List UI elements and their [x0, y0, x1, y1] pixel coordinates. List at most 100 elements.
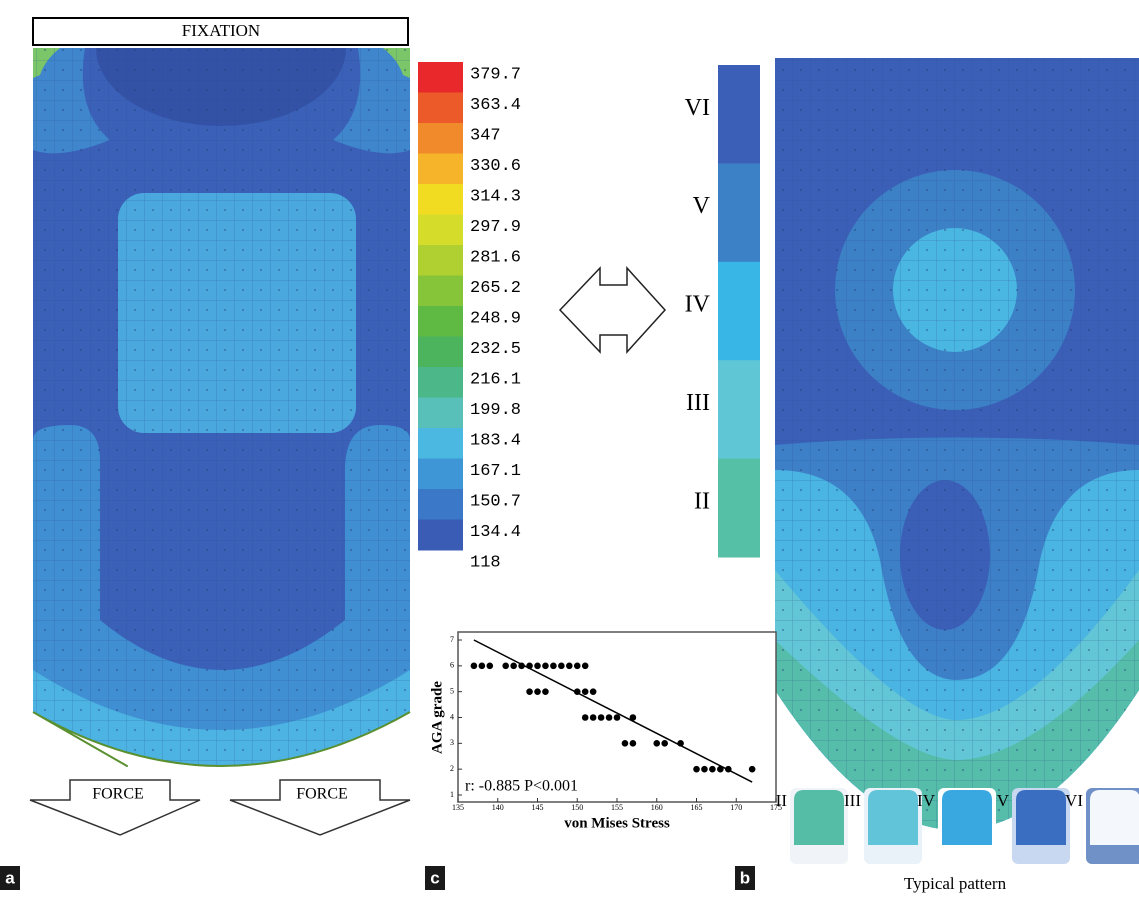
color-band	[418, 428, 463, 459]
y-tick-label: 7	[450, 635, 454, 644]
point	[581, 662, 589, 670]
color-band	[418, 367, 463, 398]
pattern-shape	[1090, 790, 1139, 845]
y-tick-label: 2	[450, 764, 454, 773]
fit-line	[473, 639, 753, 783]
x-axis-label: von Mises Stress	[564, 815, 670, 831]
pattern-shape	[794, 790, 844, 845]
color-band	[718, 360, 760, 460]
panel-letter: a	[5, 868, 15, 887]
legend-label: 232.5	[470, 340, 521, 359]
color-band	[418, 62, 463, 93]
legend-label: VI	[685, 95, 710, 121]
panel-tag	[735, 866, 755, 890]
x-tick-label: 145	[532, 803, 544, 812]
legend-label: 199.8	[470, 401, 521, 420]
legend-label: 150.7	[470, 492, 521, 511]
point	[581, 714, 589, 721]
legend-label: 330.6	[470, 157, 521, 176]
panel-letter: c	[430, 868, 439, 887]
point	[510, 662, 517, 670]
point	[534, 688, 541, 695]
y-tick-label: 1	[450, 790, 454, 799]
x-tick-label: 170	[730, 803, 742, 812]
color-band	[418, 245, 463, 276]
x-tick-label: 165	[691, 803, 703, 812]
point	[748, 765, 756, 773]
pattern-shape	[868, 790, 918, 845]
point	[486, 662, 494, 670]
legend-label: 248.9	[470, 309, 521, 328]
color-band	[418, 214, 463, 246]
point	[534, 662, 541, 670]
color-band	[418, 92, 463, 124]
annotation: r: -0.885 P<0.001	[465, 778, 578, 795]
x-tick-label: 150	[571, 803, 583, 812]
point	[470, 662, 478, 670]
double-arrow	[558, 266, 667, 354]
fea-model-a	[33, 48, 410, 766]
color-band	[718, 458, 760, 558]
legend-label: 118	[470, 553, 501, 572]
header: FIXATION	[182, 21, 260, 40]
color-band	[718, 261, 760, 361]
panel-letter: b	[740, 868, 750, 887]
point	[661, 740, 668, 747]
y-tick-label: 3	[450, 738, 454, 747]
point	[573, 662, 581, 670]
legend-label: V	[693, 193, 711, 219]
caption: Typical pattern	[904, 874, 1007, 893]
point	[542, 662, 549, 670]
header-box	[32, 17, 409, 46]
y-tick-label: 4	[450, 712, 454, 721]
color-band	[418, 306, 463, 337]
point	[526, 688, 533, 695]
legend-label: 281.6	[470, 248, 521, 267]
x-tick-label: 140	[492, 803, 504, 812]
point	[589, 714, 597, 721]
color-band	[418, 519, 463, 551]
panel-tag	[425, 866, 445, 890]
point	[709, 765, 716, 773]
legend-label: 183.4	[470, 431, 521, 450]
point	[605, 714, 613, 721]
pattern-shape	[1016, 790, 1066, 845]
color-band	[718, 65, 760, 164]
legend-label: 347	[470, 126, 501, 145]
point	[621, 740, 629, 747]
color-band	[418, 123, 463, 154]
legend-label: IV	[685, 292, 711, 318]
point	[566, 662, 573, 670]
point	[542, 688, 549, 695]
y-tick-label: 5	[450, 686, 454, 695]
pattern-label: II	[776, 791, 788, 810]
legend-label: III	[686, 390, 710, 416]
legend-label: 314.3	[470, 187, 521, 206]
point	[597, 714, 605, 721]
force-label: FORCE	[296, 786, 348, 803]
color-band	[418, 184, 463, 215]
point	[629, 740, 637, 747]
color-band	[418, 275, 463, 307]
point	[653, 740, 661, 747]
pattern-label: III	[844, 791, 861, 810]
color-band	[418, 153, 463, 185]
legend-label: II	[694, 488, 710, 514]
x-tick-label: 160	[651, 803, 663, 812]
legend-label: 134.4	[470, 523, 521, 542]
force-label: FORCE	[92, 786, 144, 803]
color-band	[718, 163, 760, 263]
point	[581, 688, 589, 695]
pattern-thumbnails: II III IV V VI	[776, 788, 1139, 864]
point	[693, 765, 700, 773]
x-tick-label: 155	[611, 803, 623, 812]
pattern-label: IV	[917, 791, 936, 810]
y-tick-label: 6	[450, 661, 454, 670]
point	[502, 662, 510, 670]
panel-tag	[0, 866, 20, 890]
point	[589, 688, 597, 695]
fea-model-b	[775, 58, 1139, 830]
pattern-shape	[942, 790, 992, 845]
y-axis-label: AGA grade	[429, 681, 445, 754]
